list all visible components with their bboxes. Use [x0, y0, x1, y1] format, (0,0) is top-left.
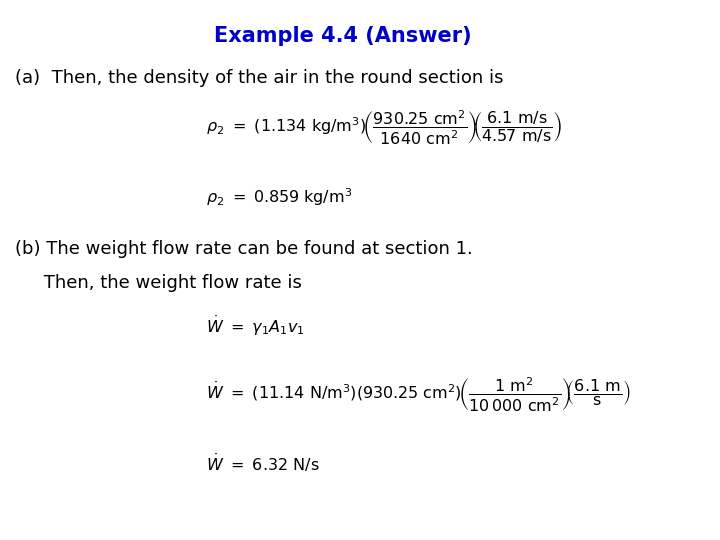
Text: $\rho_2 \ = \ 0.859 \ \mathrm{kg/m^3}$: $\rho_2 \ = \ 0.859 \ \mathrm{kg/m^3}$: [207, 187, 353, 208]
Text: $\rho_2 \ = \ (1.134 \ \mathrm{kg/m^3})\!\left(\dfrac{930.25 \ \mathrm{cm^2}}{16: $\rho_2 \ = \ (1.134 \ \mathrm{kg/m^3})\…: [207, 109, 562, 147]
Text: $\dot{W} \ = \ \gamma_1 A_1 v_1$: $\dot{W} \ = \ \gamma_1 A_1 v_1$: [207, 314, 305, 339]
Text: $\dot{W} \ = \ (11.14 \ \mathrm{N/m^3})(930.25 \ \mathrm{cm^2})\!\left(\dfrac{1 : $\dot{W} \ = \ (11.14 \ \mathrm{N/m^3})(…: [207, 375, 631, 414]
Text: Then, the weight flow rate is: Then, the weight flow rate is: [15, 274, 302, 292]
Text: (a)  Then, the density of the air in the round section is: (a) Then, the density of the air in the …: [15, 69, 503, 86]
Text: Example 4.4 (Answer): Example 4.4 (Answer): [215, 25, 472, 45]
Text: $\dot{W} \ = \ 6.32 \ \mathrm{N/s}$: $\dot{W} \ = \ 6.32 \ \mathrm{N/s}$: [207, 453, 320, 475]
Text: (b) The weight flow rate can be found at section 1.: (b) The weight flow rate can be found at…: [15, 240, 473, 259]
